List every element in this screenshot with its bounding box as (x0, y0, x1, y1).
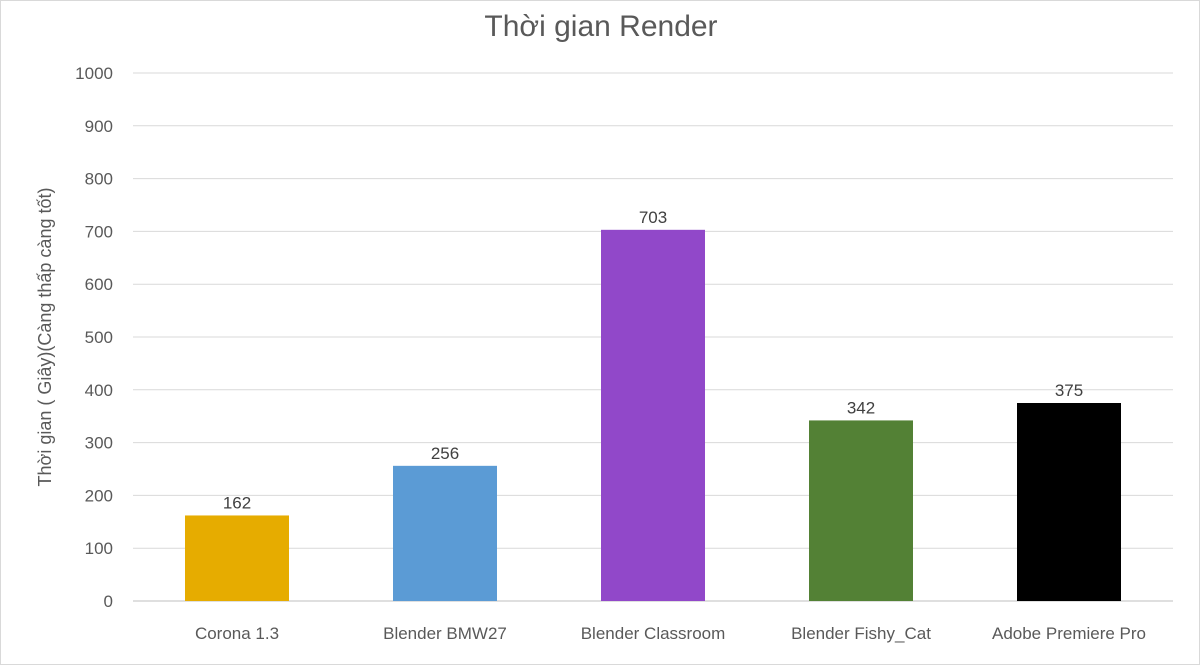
data-label: 162 (223, 493, 251, 512)
data-label: 256 (431, 444, 459, 463)
bar (393, 465, 497, 601)
y-axis-label: Thời gian ( Giây)(Càng thấp càng tốt) (35, 188, 55, 487)
x-category-label: Corona 1.3 (195, 624, 279, 643)
bars (185, 229, 1121, 602)
bar (185, 515, 289, 601)
data-labels: 162 256 703 342 375 (223, 208, 1083, 513)
y-tick-label: 400 (85, 381, 113, 400)
y-tick-label: 100 (85, 539, 113, 558)
y-tick-label: 0 (104, 592, 113, 611)
x-axis-categories: Corona 1.3 Blender BMW27 Blender Classroom… (195, 624, 1146, 643)
bar (809, 420, 913, 601)
y-axis-ticks: 0 100 200 300 400 500 600 700 800 900 1000 (75, 64, 113, 611)
bar (1017, 403, 1121, 601)
x-category-label: Adobe Premiere Pro (992, 624, 1146, 643)
y-tick-label: 600 (85, 275, 113, 294)
y-tick-label: 800 (85, 170, 113, 189)
data-label: 342 (847, 398, 875, 417)
data-label: 703 (639, 208, 667, 227)
x-category-label: Blender Fishy_Cat (791, 624, 931, 643)
x-category-label: Blender BMW27 (383, 624, 507, 643)
y-tick-label: 900 (85, 117, 113, 136)
y-tick-label: 700 (85, 222, 113, 241)
data-label: 375 (1055, 381, 1083, 400)
y-tick-label: 1000 (75, 64, 113, 83)
y-tick-label: 300 (85, 434, 113, 453)
bar (601, 229, 705, 602)
y-tick-label: 200 (85, 486, 113, 505)
x-category-label: Blender Classroom (581, 624, 726, 643)
chart-title: Thời gian Render (484, 10, 717, 43)
y-tick-label: 500 (85, 328, 113, 347)
